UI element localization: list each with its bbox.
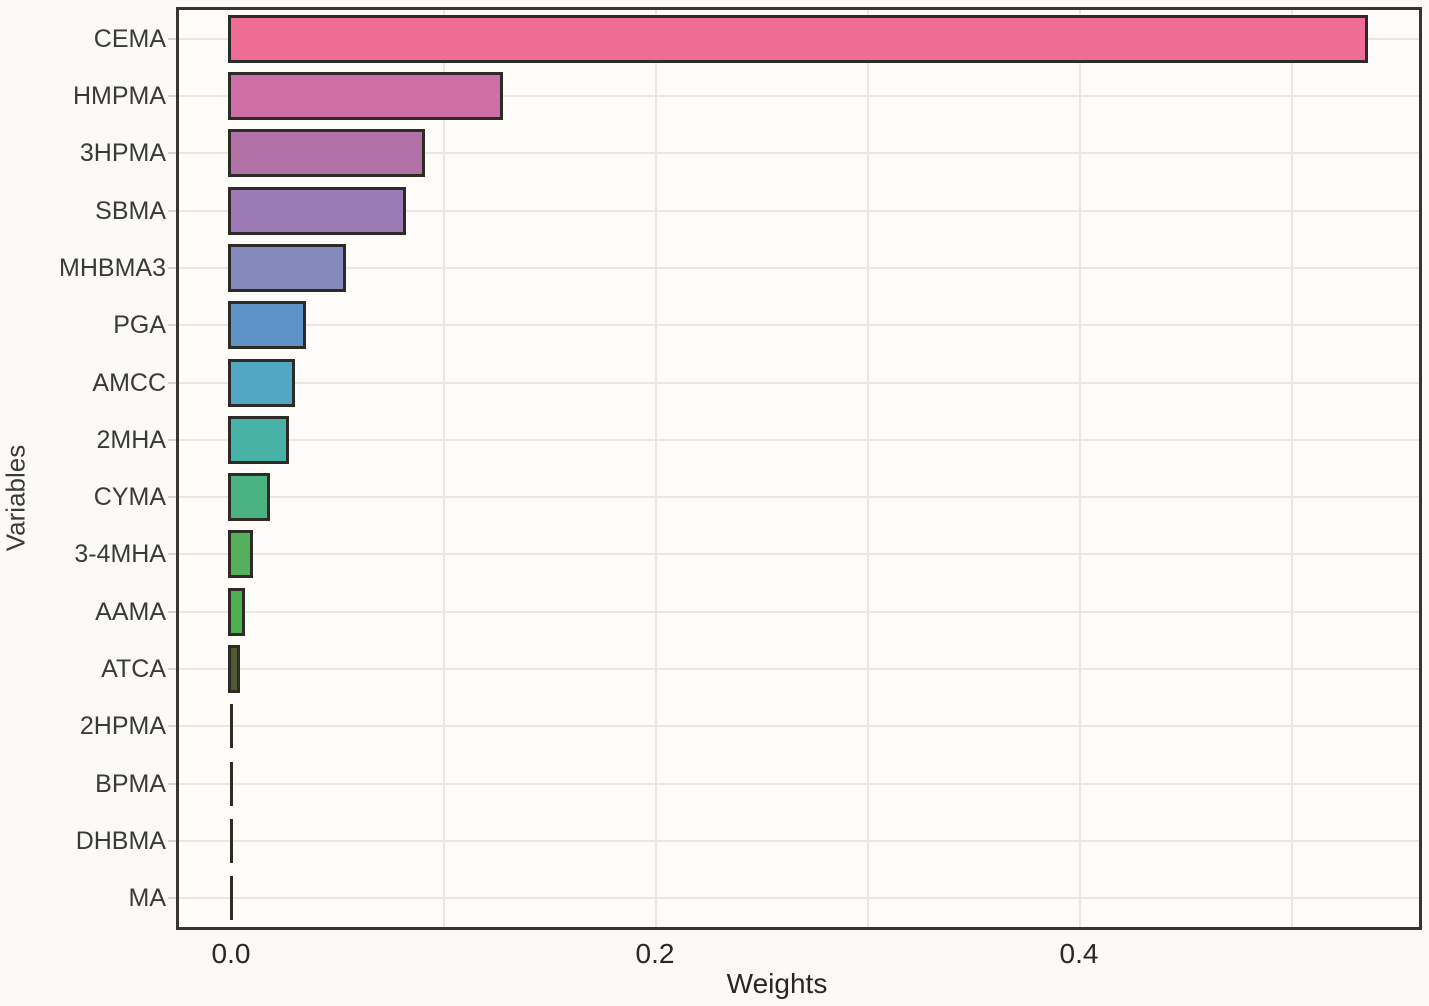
- y-label-MHBMA3: MHBMA3: [59, 253, 166, 282]
- bar-3-4MHA: [228, 530, 253, 579]
- y-axis-tick: [168, 897, 176, 900]
- y-label-DHBMA: DHBMA: [75, 827, 166, 856]
- vertical-gridline: [655, 10, 657, 927]
- y-axis-tick: [168, 381, 176, 384]
- horizontal-gridline: [179, 94, 1419, 97]
- y-axis-tick: [168, 438, 176, 441]
- vertical-gridline: [1079, 10, 1081, 927]
- y-axis-tick: [168, 610, 176, 613]
- y-axis-tick: [168, 209, 176, 212]
- horizontal-gridline: [179, 782, 1419, 785]
- horizontal-gridline: [179, 840, 1419, 843]
- y-axis-tick: [168, 725, 176, 728]
- bar-CEMA: [228, 14, 1368, 63]
- bar-3HPMA: [228, 129, 425, 178]
- bar-CYMA: [228, 473, 270, 522]
- y-axis-tick: [168, 37, 176, 40]
- y-axis-tick: [168, 668, 176, 671]
- horizontal-gridline: [179, 496, 1419, 499]
- bar-AAMA: [228, 587, 245, 636]
- bar-2HPMA: [230, 704, 233, 749]
- y-axis-tick: [168, 152, 176, 155]
- bar-MHBMA3: [228, 243, 346, 292]
- y-label-ATCA: ATCA: [101, 655, 166, 684]
- y-label-2HPMA: 2HPMA: [79, 712, 166, 741]
- bar-HMPMA: [228, 71, 503, 120]
- y-label-CEMA: CEMA: [93, 24, 166, 53]
- bar-2MHA: [228, 415, 289, 464]
- y-label-BPMA: BPMA: [95, 769, 166, 798]
- x-tick-label-0.2: 0.2: [635, 938, 675, 969]
- vertical-gridline: [867, 10, 869, 927]
- x-tick-label-0.4: 0.4: [1059, 938, 1099, 969]
- y-label-PGA: PGA: [113, 311, 166, 340]
- y-label-MA: MA: [128, 884, 167, 913]
- horizontal-gridline: [179, 438, 1419, 441]
- y-axis-tick: [168, 266, 176, 269]
- horizontal-gridline: [179, 725, 1419, 728]
- y-axis-tick: [168, 553, 176, 556]
- horizontal-gridline: [179, 381, 1419, 384]
- y-label-2MHA: 2MHA: [96, 425, 166, 454]
- y-axis-tick: [168, 324, 176, 327]
- bar-DHBMA: [230, 819, 233, 864]
- y-label-AAMA: AAMA: [95, 597, 166, 626]
- bar-BPMA: [230, 761, 233, 806]
- y-label-3-4MHA: 3-4MHA: [74, 540, 166, 569]
- horizontal-gridline: [179, 209, 1419, 212]
- horizontal-gridline: [179, 266, 1419, 269]
- horizontal-gridline: [179, 553, 1419, 556]
- y-label-HMPMA: HMPMA: [72, 81, 166, 110]
- x-tick-label-0.0: 0.0: [211, 938, 251, 969]
- horizontal-gridline: [179, 152, 1419, 155]
- y-label-CYMA: CYMA: [93, 483, 166, 512]
- horizontal-gridline: [179, 897, 1419, 900]
- vertical-gridline: [1291, 10, 1293, 927]
- horizontal-gridline: [179, 610, 1419, 613]
- horizontal-gridline: [179, 324, 1419, 327]
- y-axis-tick: [168, 94, 176, 97]
- y-axis-tick: [168, 840, 176, 843]
- x-axis-title: Weights: [726, 968, 828, 999]
- y-axis-tick: [168, 782, 176, 785]
- y-label-AMCC: AMCC: [92, 368, 166, 397]
- bar-SBMA: [228, 186, 406, 235]
- bar-ATCA: [228, 645, 240, 694]
- plot-area: [176, 7, 1422, 930]
- horizontal-gridline: [179, 668, 1419, 671]
- bar-MA: [230, 876, 233, 921]
- vertical-gridline: [443, 10, 445, 927]
- y-axis-tick: [168, 496, 176, 499]
- bar-AMCC: [228, 358, 295, 407]
- y-label-3HPMA: 3HPMA: [79, 139, 166, 168]
- y-label-SBMA: SBMA: [95, 196, 166, 225]
- bar-PGA: [228, 301, 306, 350]
